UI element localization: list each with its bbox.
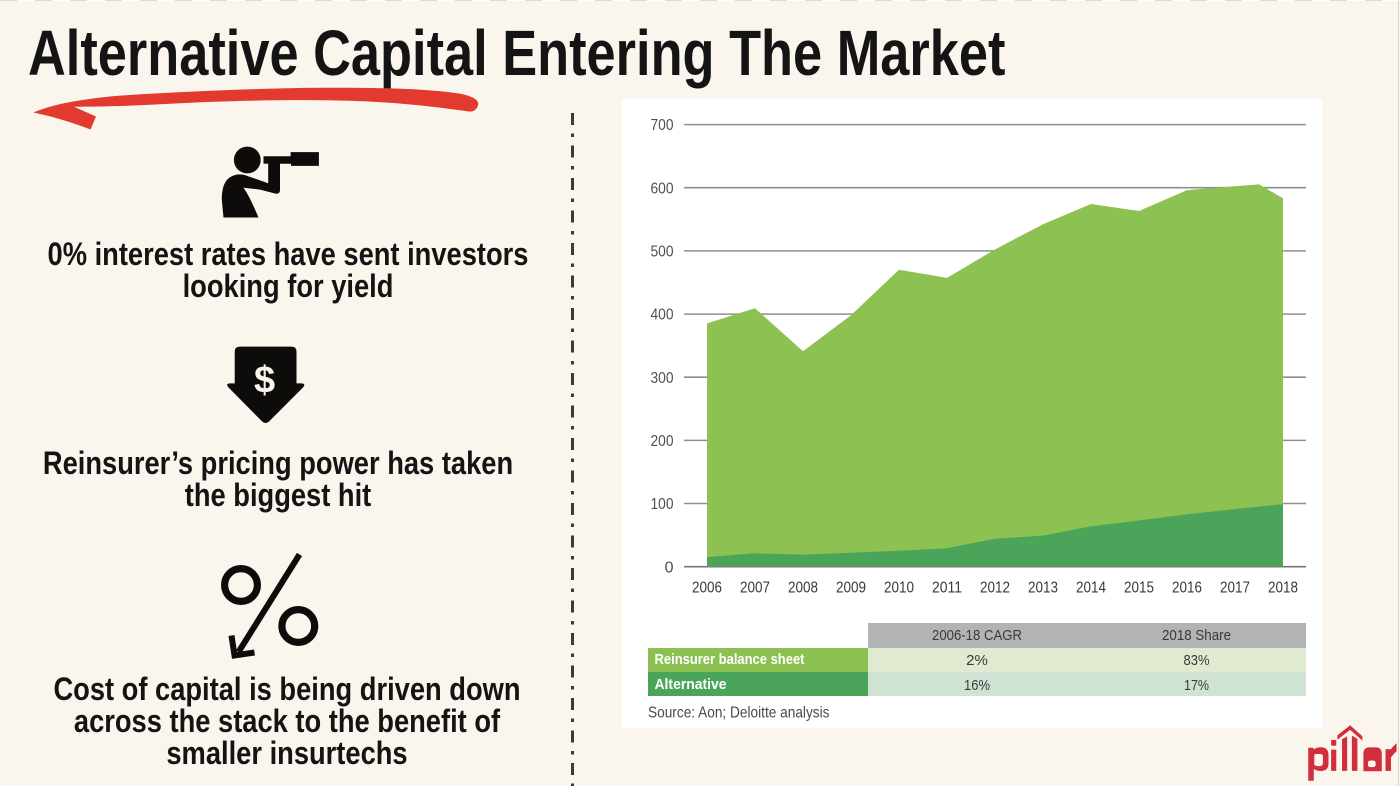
svg-text:16%: 16% <box>964 677 990 694</box>
svg-text:2006: 2006 <box>692 580 722 597</box>
svg-text:2018: 2018 <box>1268 580 1298 597</box>
svg-text:2013: 2013 <box>1028 580 1058 597</box>
svg-text:Alternative: Alternative <box>655 676 727 693</box>
svg-text:2%: 2% <box>966 652 988 669</box>
svg-text:2009: 2009 <box>836 580 866 597</box>
svg-text:2018 Share: 2018 Share <box>1162 627 1231 644</box>
svg-text:700: 700 <box>651 117 674 134</box>
svg-text:Reinsurer balance sheet: Reinsurer balance sheet <box>655 651 805 668</box>
svg-text:17%: 17% <box>1184 677 1209 694</box>
svg-text:2011: 2011 <box>932 580 962 597</box>
svg-text:2017: 2017 <box>1220 580 1250 597</box>
svg-text:$: $ <box>254 360 275 402</box>
svg-text:0: 0 <box>665 559 674 576</box>
svg-text:400: 400 <box>651 307 674 324</box>
svg-text:200: 200 <box>651 433 674 450</box>
svg-text:2006-18 CAGR: 2006-18 CAGR <box>932 627 1022 644</box>
svg-text:500: 500 <box>651 244 674 261</box>
svg-text:2007: 2007 <box>740 580 770 597</box>
svg-text:2008: 2008 <box>788 580 818 597</box>
svg-text:2010: 2010 <box>884 580 914 597</box>
svg-text:300: 300 <box>651 370 674 387</box>
svg-text:Source: Aon; Deloitte analysis: Source: Aon; Deloitte analysis <box>648 705 830 722</box>
svg-text:600: 600 <box>651 180 674 197</box>
svg-text:2012: 2012 <box>980 580 1010 597</box>
svg-text:100: 100 <box>651 496 674 513</box>
svg-text:2014: 2014 <box>1076 580 1106 597</box>
svg-text:2015: 2015 <box>1124 580 1154 597</box>
svg-text:83%: 83% <box>1184 652 1210 669</box>
svg-text:2016: 2016 <box>1172 580 1202 597</box>
